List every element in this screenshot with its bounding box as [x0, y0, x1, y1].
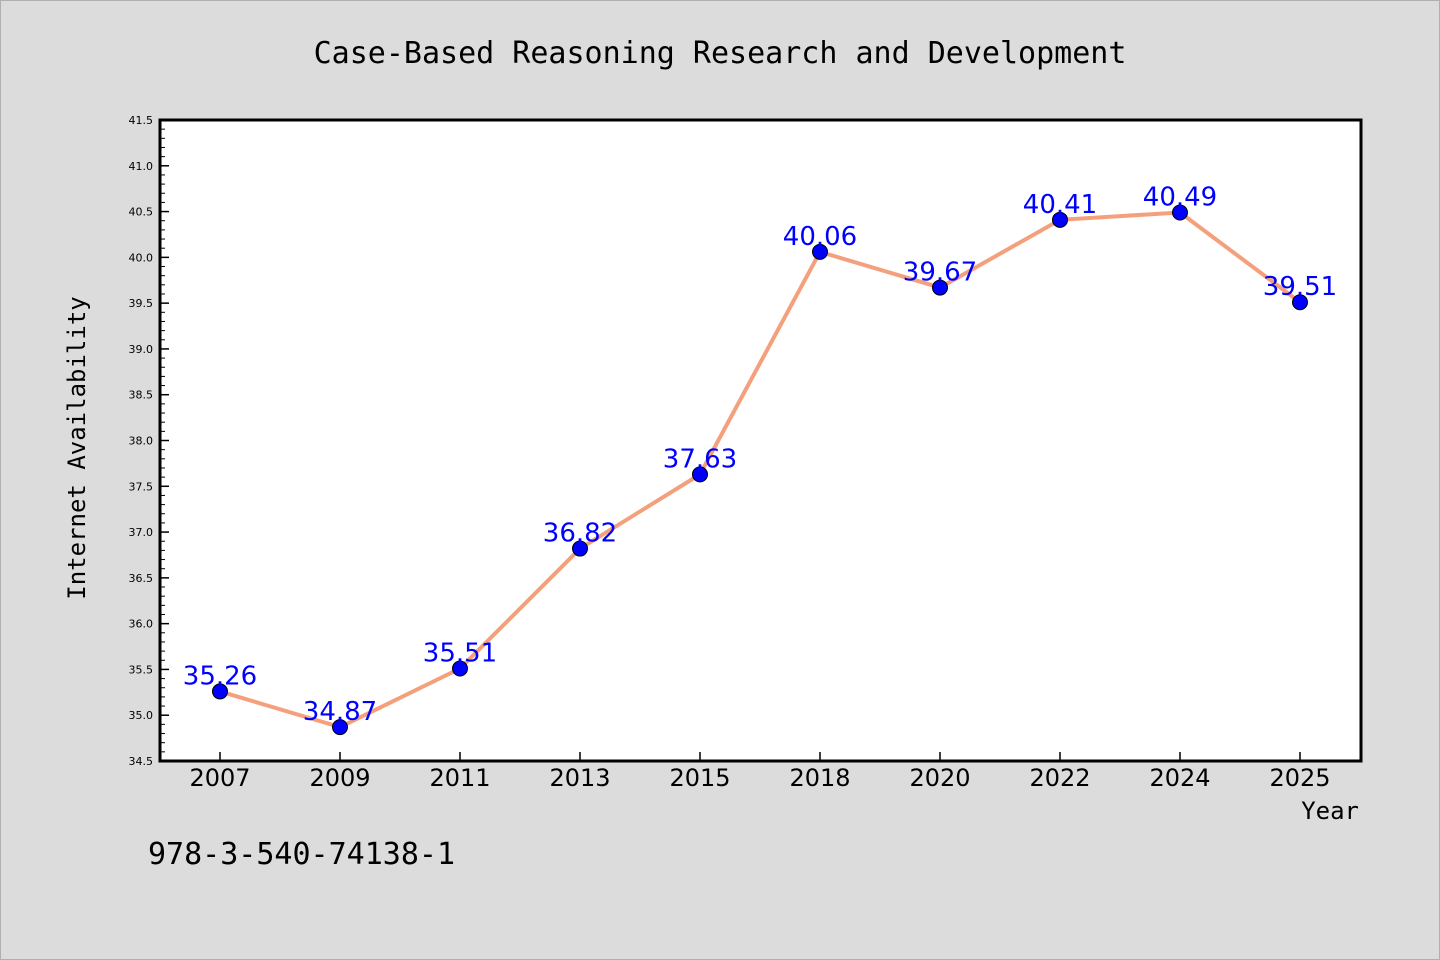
y-tick-label: 40.5 — [129, 206, 154, 219]
y-tick-label: 37.5 — [129, 480, 154, 493]
series-line — [218, 210, 1302, 730]
x-tick-label: 2015 — [669, 764, 730, 792]
data-label: 35.26 — [183, 661, 257, 691]
data-label: 34.87 — [303, 697, 377, 727]
data-label: 37.63 — [663, 444, 737, 474]
x-tick-label: 2018 — [789, 764, 850, 792]
y-tick-label: 36.5 — [129, 572, 154, 585]
y-tick-label: 41.5 — [129, 114, 154, 127]
data-label: 39.51 — [1263, 272, 1337, 302]
x-tick-label: 2020 — [909, 764, 970, 792]
data-point — [332, 719, 348, 736]
data-label: 35.51 — [423, 639, 497, 669]
marker-group — [212, 204, 1308, 736]
y-axis-label: Internet Availability — [63, 296, 91, 599]
data-point — [932, 279, 948, 296]
data-label: 39.67 — [903, 258, 977, 288]
chart-title: Case-Based Reasoning Research and Develo… — [314, 36, 1127, 71]
x-tick-label: 2011 — [429, 764, 490, 792]
x-tick-label: 2007 — [189, 764, 250, 792]
data-point — [452, 660, 468, 677]
y-tick-label: 39.0 — [129, 343, 154, 356]
y-tick-label: 36.0 — [129, 618, 154, 631]
data-label: 40.49 — [1143, 182, 1217, 212]
data-point — [1052, 211, 1068, 228]
data-point — [1172, 204, 1188, 221]
series-line-group — [218, 210, 1302, 730]
y-tick-label: 38.0 — [129, 435, 154, 448]
y-tick-label: 41.0 — [129, 160, 154, 173]
y-tick-label: 35.5 — [129, 663, 154, 676]
data-label: 40.06 — [783, 222, 857, 252]
data-label: 36.82 — [543, 519, 617, 549]
x-axis-label: Year — [1301, 797, 1359, 825]
y-tick-label: 34.5 — [129, 755, 154, 768]
data-point — [212, 683, 228, 700]
x-tick-label: 2024 — [1149, 764, 1210, 792]
y-tick-label: 40.0 — [129, 251, 154, 264]
data-point — [572, 540, 588, 557]
data-point — [692, 466, 708, 483]
data-label: 40.41 — [1023, 190, 1097, 220]
data-point — [1292, 294, 1308, 311]
y-tick-label: 39.5 — [129, 297, 154, 310]
plot-frame — [158, 118, 1363, 763]
isbn-footnote: 978-3-540-74138-1 — [148, 837, 455, 872]
x-tick-label: 2022 — [1029, 764, 1090, 792]
y-tick-label: 38.5 — [129, 389, 154, 402]
data-point — [812, 243, 828, 260]
data-label-group: 35.26 34.87 35.51 36.82 37.63 40.06 39.67 40.41… — [183, 182, 1337, 727]
x-tick-label: 2009 — [309, 764, 370, 792]
x-tick-label: 2025 — [1269, 764, 1330, 792]
y-tick-label: 37.0 — [129, 526, 154, 539]
plot-area — [160, 120, 1361, 761]
x-tick-label: 2013 — [549, 764, 610, 792]
y-tick-label: 35.0 — [129, 709, 154, 722]
x-axis-ticks: 2007 2009 2011 2013 2015 2018 2020 2022 2024 2025 — [189, 752, 1331, 792]
y-axis-ticks: 34.5 35.0 35.5 36.0 36.5 37.0 37.5 38.0 38.5 39.0… — [129, 114, 169, 768]
